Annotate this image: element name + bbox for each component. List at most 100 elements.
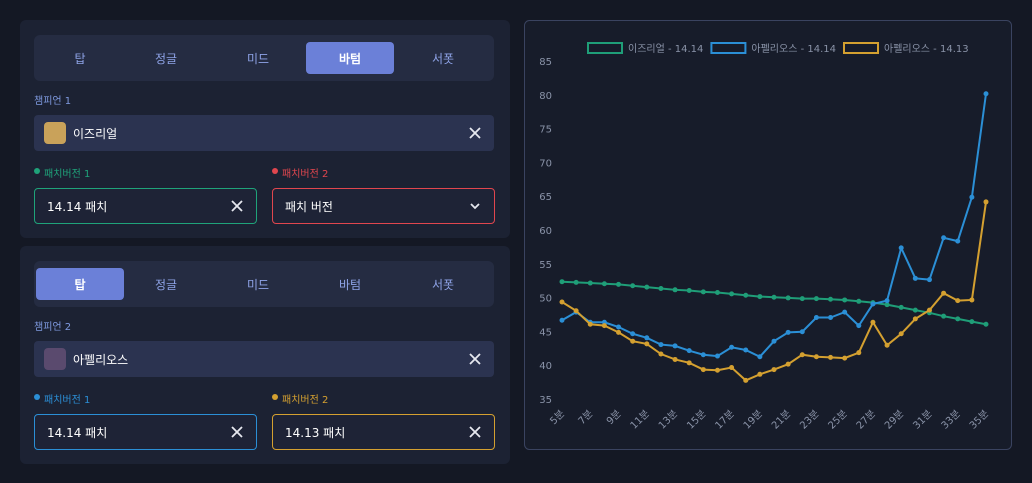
data-point	[573, 308, 579, 314]
data-point	[630, 338, 636, 344]
data-point	[686, 348, 692, 354]
data-point	[969, 194, 975, 200]
data-point	[559, 279, 565, 285]
data-point	[714, 290, 720, 296]
data-point	[601, 323, 607, 329]
tab[interactable]: 바텀	[306, 42, 394, 74]
clear-button[interactable]	[230, 425, 244, 439]
tab[interactable]: 정글	[154, 51, 178, 66]
data-point	[700, 367, 706, 373]
tab[interactable]: 탑	[74, 51, 86, 66]
y-tick-label: 55	[539, 260, 552, 271]
data-point	[813, 354, 819, 360]
data-point	[644, 284, 650, 290]
data-point	[856, 323, 862, 329]
data-point	[743, 347, 749, 353]
data-point	[941, 313, 947, 319]
dropdown-arrow[interactable]	[468, 199, 482, 213]
y-tick-label: 50	[539, 294, 552, 305]
data-point	[870, 319, 876, 325]
data-point	[828, 315, 834, 321]
legend-dot	[272, 394, 278, 400]
data-point	[616, 329, 622, 335]
patch-label: 패치버전 2	[282, 395, 329, 406]
data-point	[799, 352, 805, 358]
data-point	[729, 344, 735, 350]
data-point	[799, 296, 805, 302]
clear-button[interactable]	[468, 425, 482, 439]
data-point	[757, 371, 763, 377]
data-point	[686, 287, 692, 293]
data-point	[771, 294, 777, 300]
clear-button[interactable]	[230, 199, 244, 213]
data-point	[630, 283, 636, 289]
y-tick-label: 35	[539, 395, 552, 406]
data-point	[729, 365, 735, 371]
champion-select[interactable]	[34, 341, 494, 377]
clear-button[interactable]	[468, 126, 482, 140]
patch-select[interactable]: 14.13 패치	[272, 414, 495, 450]
patch-select[interactable]: 14.14 패치	[34, 414, 257, 450]
champion-select[interactable]	[34, 115, 494, 151]
data-point	[700, 289, 706, 295]
data-point	[757, 294, 763, 300]
data-point	[771, 338, 777, 344]
tab[interactable]: 미드	[246, 277, 270, 292]
data-point	[898, 304, 904, 310]
tab[interactable]: 서폿	[431, 51, 455, 66]
patch-select[interactable]: 패치 버전	[272, 188, 495, 224]
tab[interactable]: 미드	[246, 51, 270, 66]
champion-name: 아펠리오스	[73, 352, 129, 367]
tab-bar	[34, 35, 494, 81]
y-tick-label: 80	[539, 91, 552, 102]
data-point	[983, 91, 989, 97]
champion-icon	[44, 348, 66, 370]
tab[interactable]: 서폿	[431, 277, 455, 292]
chart-frame	[524, 20, 1012, 450]
y-tick-label: 40	[539, 361, 552, 372]
data-point	[912, 316, 918, 322]
data-point	[842, 297, 848, 303]
data-point	[658, 285, 664, 291]
patch-select[interactable]: 14.14 패치	[34, 188, 257, 224]
legend-dot	[34, 394, 40, 400]
data-point	[714, 353, 720, 359]
data-point	[587, 321, 593, 327]
patch-label: 패치버전 1	[44, 169, 91, 180]
data-point	[884, 298, 890, 304]
champion-label: 챔피언 2	[34, 322, 72, 333]
data-point	[559, 317, 565, 323]
data-point	[955, 316, 961, 322]
data-point	[828, 354, 834, 360]
data-point	[686, 360, 692, 366]
y-tick-label: 45	[539, 327, 552, 338]
data-point	[884, 302, 890, 308]
data-point	[856, 350, 862, 356]
tab[interactable]: 정글	[154, 277, 178, 292]
patch-label: 패치버전 2	[282, 169, 329, 180]
tab[interactable]: 바텀	[338, 277, 362, 292]
data-point	[630, 331, 636, 337]
data-point	[941, 235, 947, 241]
legend-label: 아펠리오스 - 14.13	[884, 43, 969, 55]
data-point	[672, 343, 678, 349]
legend-dot	[272, 168, 278, 174]
data-point	[785, 361, 791, 367]
tab[interactable]: 탑	[36, 268, 124, 300]
y-tick-label: 65	[539, 192, 552, 203]
y-tick-label: 60	[539, 226, 552, 237]
clear-button[interactable]	[468, 352, 482, 366]
data-point	[785, 295, 791, 301]
data-point	[672, 287, 678, 293]
legend-dot	[34, 168, 40, 174]
champion-label: 챔피언 1	[34, 96, 72, 107]
data-point	[969, 319, 975, 325]
data-point	[955, 298, 961, 304]
patch-label: 패치버전 1	[44, 395, 91, 406]
data-point	[757, 354, 763, 360]
data-point	[573, 279, 579, 285]
data-point	[941, 290, 947, 296]
data-point	[743, 377, 749, 383]
data-point	[813, 296, 819, 302]
